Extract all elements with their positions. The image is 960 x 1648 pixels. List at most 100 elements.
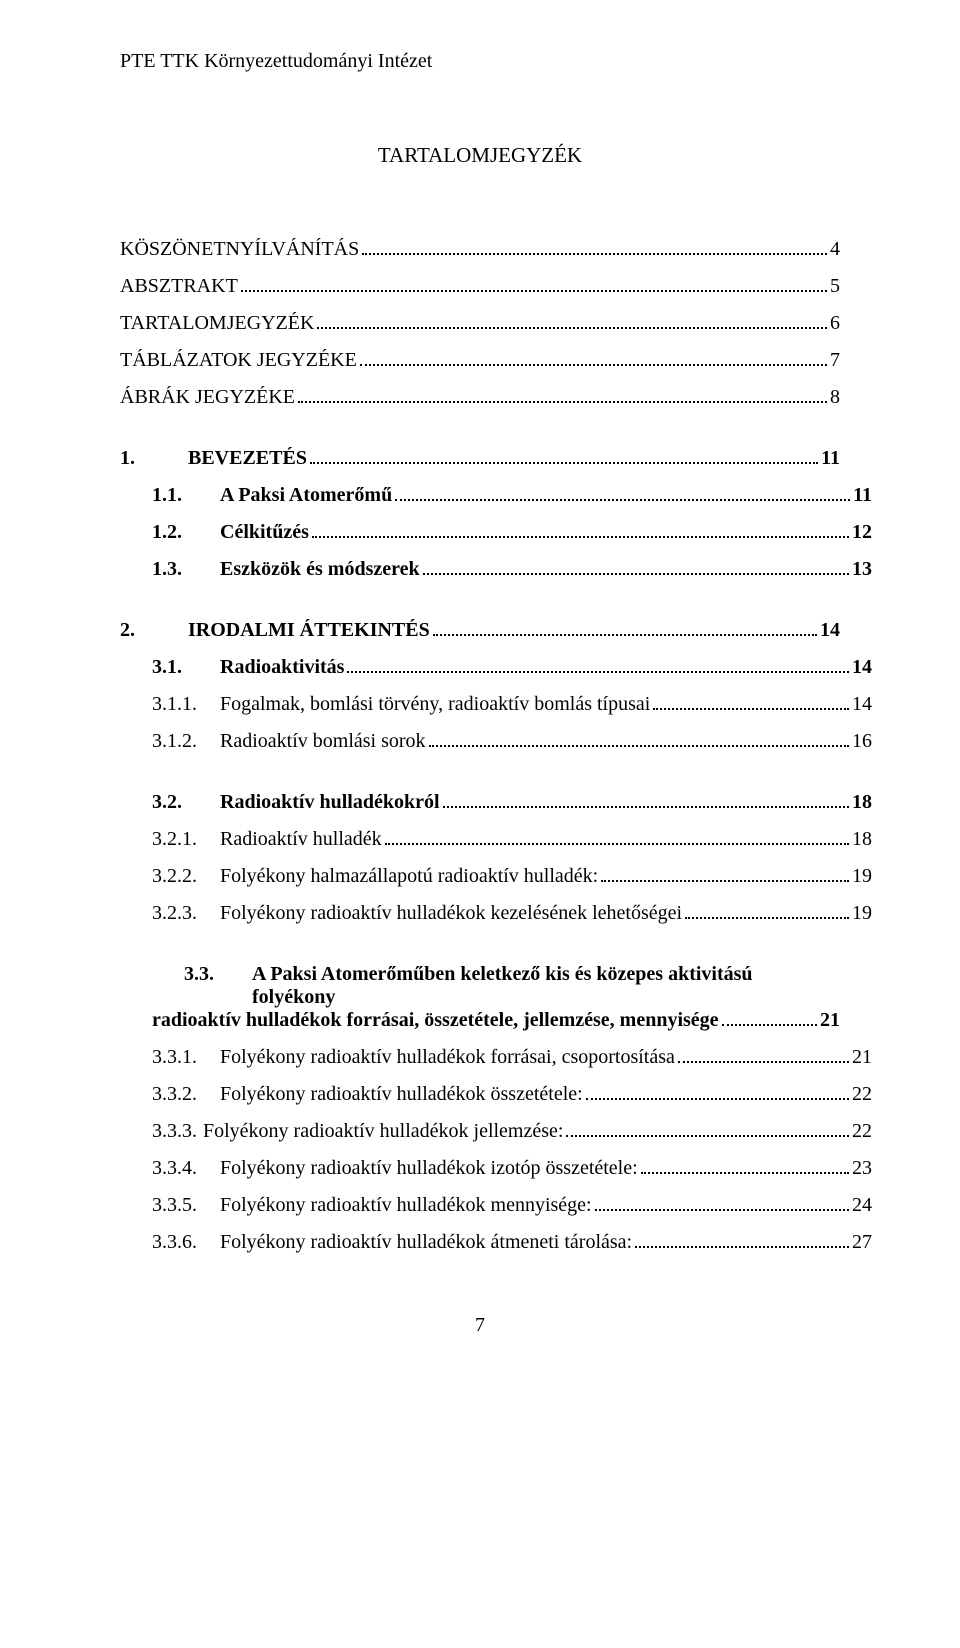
toc-entry-label: Folyékony radioaktív hulladékok mennyisé…	[220, 1194, 592, 1217]
toc-entry: TÁBLÁZATOK JEGYZÉKE 7	[120, 349, 840, 372]
toc-entry-number: 1.2.	[152, 521, 220, 544]
toc-leader-dots	[429, 744, 849, 747]
toc-entry-page: 22	[852, 1120, 872, 1143]
toc-entry-number: 3.3.	[184, 963, 252, 986]
toc-entry-number: 3.3.2.	[152, 1083, 220, 1106]
toc-entry: 3.3.1.Folyékony radioaktív hulladékok fo…	[120, 1046, 872, 1069]
toc-entry-number: 2.	[120, 619, 188, 642]
toc-leader-dots	[595, 1208, 849, 1211]
toc-leader-dots	[678, 1060, 849, 1063]
toc-entry: 2.IRODALMI ÁTTEKINTÉS14	[120, 619, 840, 642]
toc-entry-label: Folyékony radioaktív hulladékok izotóp ö…	[220, 1157, 638, 1180]
toc-entry-number: 3.3.4.	[152, 1157, 220, 1180]
toc-entry-label: A Paksi Atomerőmű	[220, 484, 392, 507]
toc-entry: 1.2.Célkitűzés12	[120, 521, 872, 544]
toc-entry-page: 5	[830, 275, 840, 298]
toc-leader-dots	[317, 326, 827, 329]
toc-entry: 3.3.2.Folyékony radioaktív hulladékok ös…	[120, 1083, 872, 1106]
toc-entry: 3.3.5.Folyékony radioaktív hulladékok me…	[120, 1194, 872, 1217]
toc-entry-label: Radioaktív hulladékokról	[220, 791, 440, 814]
toc-entry: 1.3.Eszközök és módszerek13	[120, 558, 872, 581]
toc-entry-label: Folyékony radioaktív hulladékok forrásai…	[220, 1046, 675, 1069]
toc-entry-number: 3.2.2.	[152, 865, 220, 888]
toc-entry-page: 14	[820, 619, 840, 642]
toc-entry-label: Folyékony radioaktív hulladékok kezelésé…	[220, 902, 682, 925]
toc-leader-dots	[635, 1245, 849, 1248]
toc-entry-page: 14	[852, 656, 872, 679]
toc-entry-page: 13	[852, 558, 872, 581]
toc-list: KÖSZÖNETNYÍLVÁNÍTÁS4 ABSZTRAKT 5 TARTALOMJE…	[120, 238, 840, 1254]
toc-entry: 3.3.4.Folyékony radioaktív hulladékok iz…	[120, 1157, 872, 1180]
toc-entry-label: TÁBLÁZATOK JEGYZÉKE	[120, 349, 357, 372]
toc-title: TARTALOMJEGYZÉK	[120, 143, 840, 168]
toc-entry-page: 6	[830, 312, 840, 335]
toc-entry-number: 1.	[120, 447, 188, 470]
toc-leader-dots	[601, 879, 849, 882]
page-header: PTE TTK Környezettudományi Intézet	[120, 50, 840, 73]
toc-leader-dots	[443, 805, 849, 808]
toc-entry-number: 3.3.6.	[152, 1231, 220, 1254]
toc-entry-label: radioaktív hulladékok forrásai, összetét…	[152, 1009, 719, 1032]
toc-leader-dots	[685, 916, 849, 919]
toc-entry: 3.2.1.Radioaktív hulladék18	[120, 828, 872, 851]
toc-entry-page: 21	[852, 1046, 872, 1069]
toc-entry-label: ÁBRÁK JEGYZÉKE	[120, 386, 295, 409]
toc-entry: 1.BEVEZETÉS11	[120, 447, 840, 470]
toc-entry-page: 12	[852, 521, 872, 544]
toc-entry-label: KÖSZÖNETNYÍLVÁNÍTÁS	[120, 238, 359, 261]
toc-leader-dots	[395, 498, 850, 501]
toc-leader-dots	[586, 1097, 849, 1100]
toc-entry: ÁBRÁK JEGYZÉKE 8	[120, 386, 840, 409]
toc-entry: 1.1.A Paksi Atomerőmű 11	[120, 484, 872, 507]
toc-entry-page: 16	[852, 730, 872, 753]
toc-entry-page: 18	[852, 828, 872, 851]
toc-entry-page: 24	[852, 1194, 872, 1217]
toc-entry-page: 14	[852, 693, 872, 716]
toc-entry: 3.1.1.Fogalmak, bomlási törvény, radioak…	[120, 693, 872, 716]
toc-leader-dots	[347, 670, 849, 673]
toc-entry-number: 3.3.1.	[152, 1046, 220, 1069]
toc-entry-page: 8	[830, 386, 840, 409]
toc-entry-page: 22	[852, 1083, 872, 1106]
toc-leader-dots	[423, 572, 849, 575]
toc-entry: KÖSZÖNETNYÍLVÁNÍTÁS4	[120, 238, 840, 261]
toc-entry-page: 27	[852, 1231, 872, 1254]
toc-entry-page: 7	[830, 349, 840, 372]
page-number-footer: 7	[120, 1314, 840, 1337]
toc-entry-number: 1.1.	[152, 484, 220, 507]
toc-leader-dots	[385, 842, 849, 845]
toc-entry-label: A Paksi Atomerőműben keletkező kis és kö…	[252, 963, 840, 1009]
toc-leader-dots	[360, 363, 827, 366]
toc-entry-number: 3.3.5.	[152, 1194, 220, 1217]
toc-leader-dots	[433, 633, 817, 636]
toc-entry-page: 11	[853, 484, 872, 507]
toc-entry: 3.2.3.Folyékony radioaktív hulladékok ke…	[120, 902, 872, 925]
toc-entry-label: ABSZTRAKT	[120, 275, 238, 298]
toc-gap	[120, 423, 840, 447]
toc-entry-number: 3.1.1.	[152, 693, 220, 716]
toc-leader-dots	[722, 1024, 817, 1026]
toc-entry-page: 19	[852, 865, 872, 888]
toc-gap	[120, 595, 840, 619]
toc-leader-dots	[641, 1171, 849, 1174]
toc-entry: 3.2.Radioaktív hulladékokról 18	[120, 791, 872, 814]
toc-entry: TARTALOMJEGYZÉK6	[120, 312, 840, 335]
toc-entry-number: 3.1.	[152, 656, 220, 679]
toc-entry-label: Folyékony radioaktív hulladékok átmeneti…	[220, 1231, 632, 1254]
toc-leader-dots	[310, 461, 818, 464]
toc-entry-label: Folyékony radioaktív hulladékok összetét…	[220, 1083, 583, 1106]
toc-entry-label: Folyékony halmazállapotú radioaktív hull…	[220, 865, 598, 888]
toc-entry-number: 3.2.	[152, 791, 220, 814]
toc-leader-dots	[241, 289, 827, 292]
toc-entry: 3.1.Radioaktivitás14	[120, 656, 872, 679]
toc-entry-page: 23	[852, 1157, 872, 1180]
toc-entry: 3.3.3.Folyékony radioaktív hulladékok je…	[120, 1120, 872, 1143]
toc-leader-dots	[566, 1134, 849, 1137]
toc-entry-page: 19	[852, 902, 872, 925]
toc-leader-dots	[362, 252, 827, 255]
toc-entry-page: 21	[820, 1009, 840, 1032]
toc-entry-label: Radioaktív hulladék	[220, 828, 382, 851]
toc-entry-label: Eszközök és módszerek	[220, 558, 420, 581]
toc-entry-number: 3.2.3.	[152, 902, 220, 925]
toc-entry-page: 18	[852, 791, 872, 814]
